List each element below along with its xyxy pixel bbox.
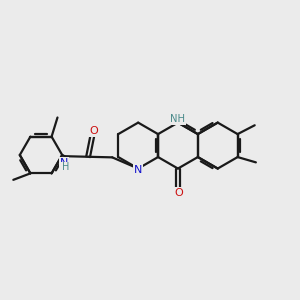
Text: NH: NH [170, 114, 185, 124]
Text: N: N [134, 165, 142, 175]
Text: O: O [175, 188, 183, 198]
Text: O: O [90, 126, 98, 136]
Text: N: N [60, 158, 68, 168]
Text: H: H [62, 162, 69, 172]
